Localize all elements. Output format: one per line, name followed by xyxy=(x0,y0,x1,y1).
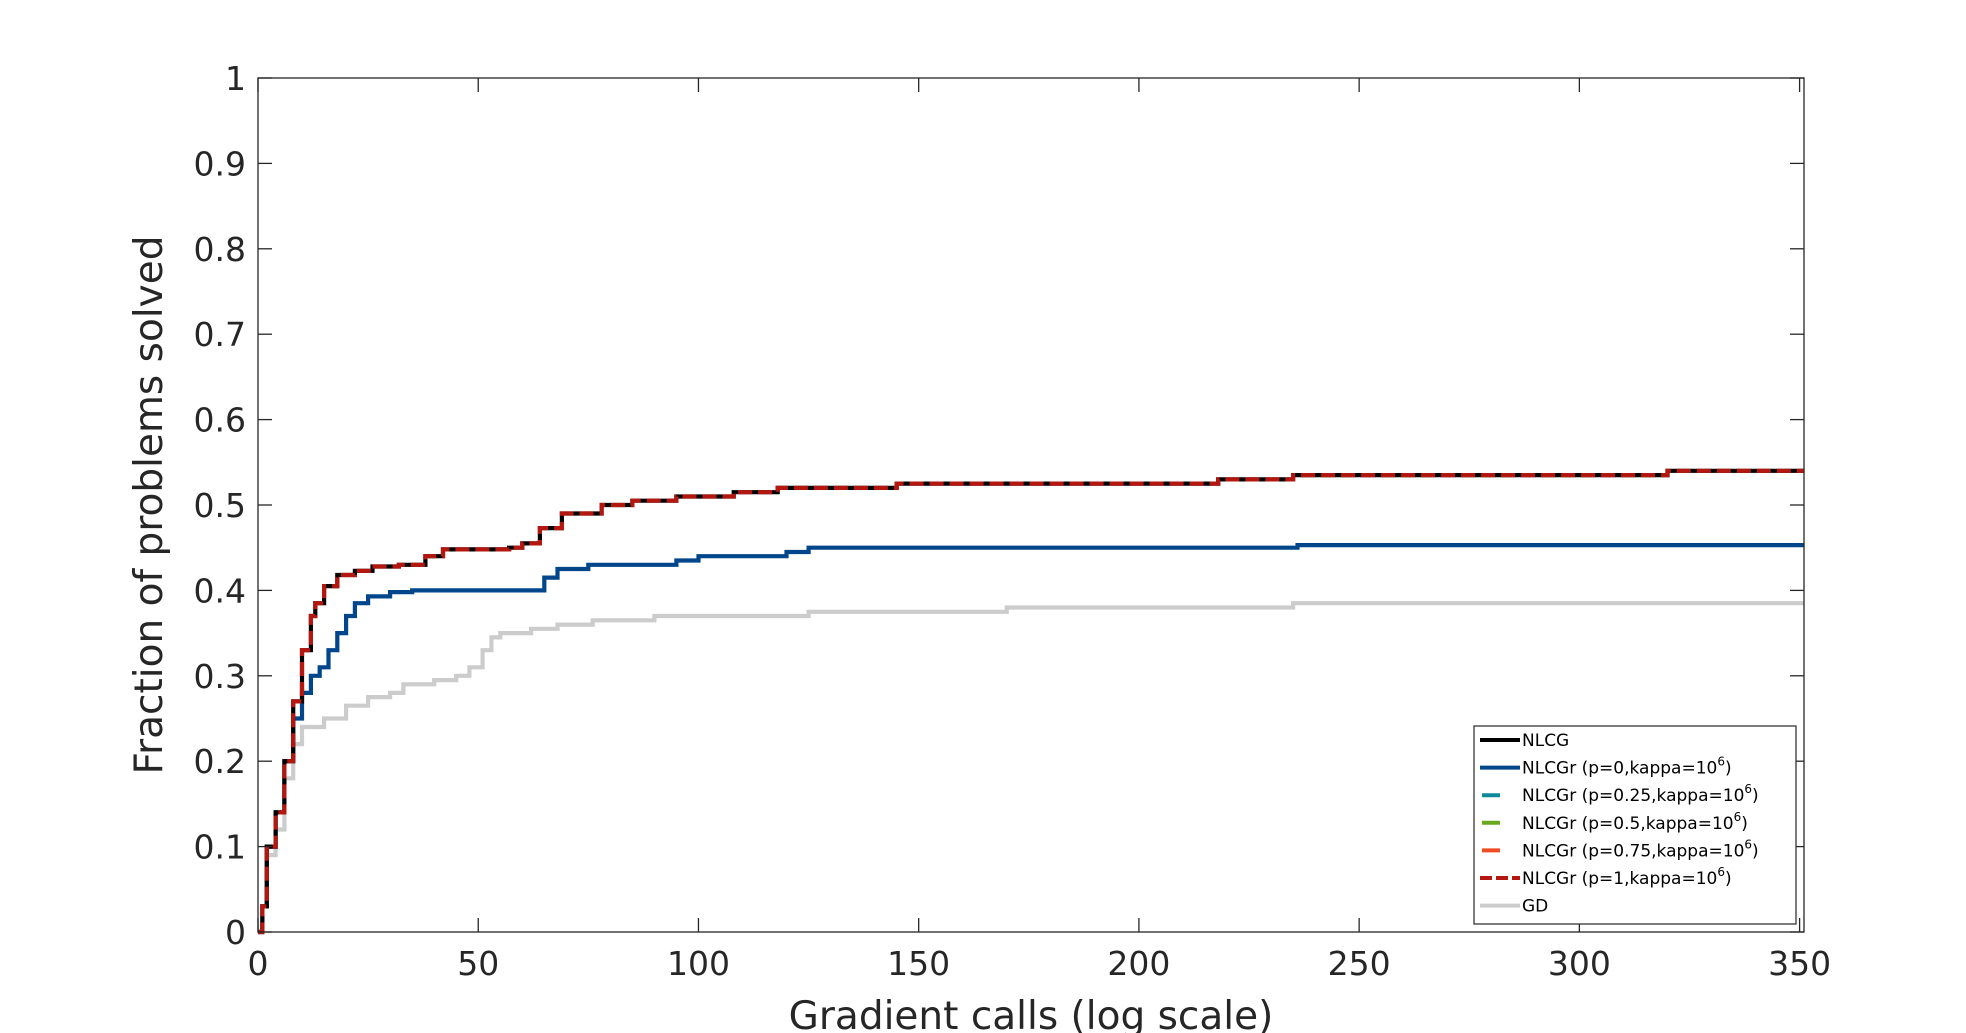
legend-label-tail: ) xyxy=(1725,759,1732,779)
legend-label: NLCG xyxy=(1522,731,1569,751)
x-tick-label: 250 xyxy=(1328,944,1391,983)
legend-label: NLCGr (p=0.25,kappa=106) xyxy=(1522,782,1759,806)
legend-box xyxy=(1473,725,1797,925)
x-tick-label: 50 xyxy=(457,944,499,983)
x-axis-title: Gradient calls (log scale) xyxy=(789,994,1274,1033)
y-tick-label: 0.6 xyxy=(194,401,246,440)
y-tick-label: 0 xyxy=(225,913,246,952)
legend-label-main: NLCGr (p=0.25,kappa=10 xyxy=(1522,786,1744,806)
legend-label-main: NLCG xyxy=(1522,731,1569,751)
y-tick-label: 0.7 xyxy=(194,315,246,354)
y-tick-label: 0.9 xyxy=(194,144,246,183)
x-tick-label: 300 xyxy=(1548,944,1611,983)
legend-label-main: NLCGr (p=0.5,kappa=10 xyxy=(1522,814,1734,834)
x-tick-label: 150 xyxy=(887,944,950,983)
legend-label: NLCGr (p=0.75,kappa=106) xyxy=(1522,837,1759,861)
legend-label: NLCGr (p=0,kappa=106) xyxy=(1522,755,1732,779)
legend-label: GD xyxy=(1522,897,1548,917)
y-tick-label: 0.3 xyxy=(194,657,246,696)
series-line-5 xyxy=(258,468,1804,935)
legend-label-tail: ) xyxy=(1752,841,1759,861)
x-tick-label: 200 xyxy=(1107,944,1170,983)
legend-label-tail: ) xyxy=(1752,786,1759,806)
legend-label-sup: 6 xyxy=(1717,755,1725,769)
legend-label-main: GD xyxy=(1522,897,1548,917)
legend-label: NLCGr (p=1,kappa=106) xyxy=(1522,865,1732,889)
y-tick-label: 0.1 xyxy=(194,828,246,867)
legend-label-main: NLCGr (p=0.75,kappa=10 xyxy=(1522,841,1744,861)
legend-label-sup: 6 xyxy=(1744,837,1752,851)
y-tick-label: 0.5 xyxy=(194,486,246,525)
legend-label-tail: ) xyxy=(1725,869,1732,889)
y-tick-label: 0.2 xyxy=(194,742,246,781)
y-axis-title: Fraction of problems solved xyxy=(127,236,172,775)
series-layer xyxy=(258,468,1804,935)
y-tick-label: 1 xyxy=(225,59,246,98)
legend-label-sup: 6 xyxy=(1744,782,1752,796)
legend-label-sup: 6 xyxy=(1717,865,1725,879)
legend-label: NLCGr (p=0.5,kappa=106) xyxy=(1522,810,1748,834)
ticks-layer: 0 50 100 150 200 250 300 350 0 0.1 0.2 0.3 0.4 0.5 0.6… xyxy=(194,59,1832,983)
y-tick-label: 0.4 xyxy=(194,571,246,610)
x-tick-label: 0 xyxy=(248,944,269,983)
legend-label-main: NLCGr (p=0,kappa=10 xyxy=(1522,759,1717,779)
x-tick-label: 350 xyxy=(1768,944,1831,983)
x-tick-label: 100 xyxy=(667,944,730,983)
legend-label-main: NLCGr (p=1,kappa=10 xyxy=(1522,869,1717,889)
legend-label-sup: 6 xyxy=(1734,810,1742,824)
y-tick-label: 0.8 xyxy=(194,230,246,269)
legend-label-tail: ) xyxy=(1741,814,1748,834)
